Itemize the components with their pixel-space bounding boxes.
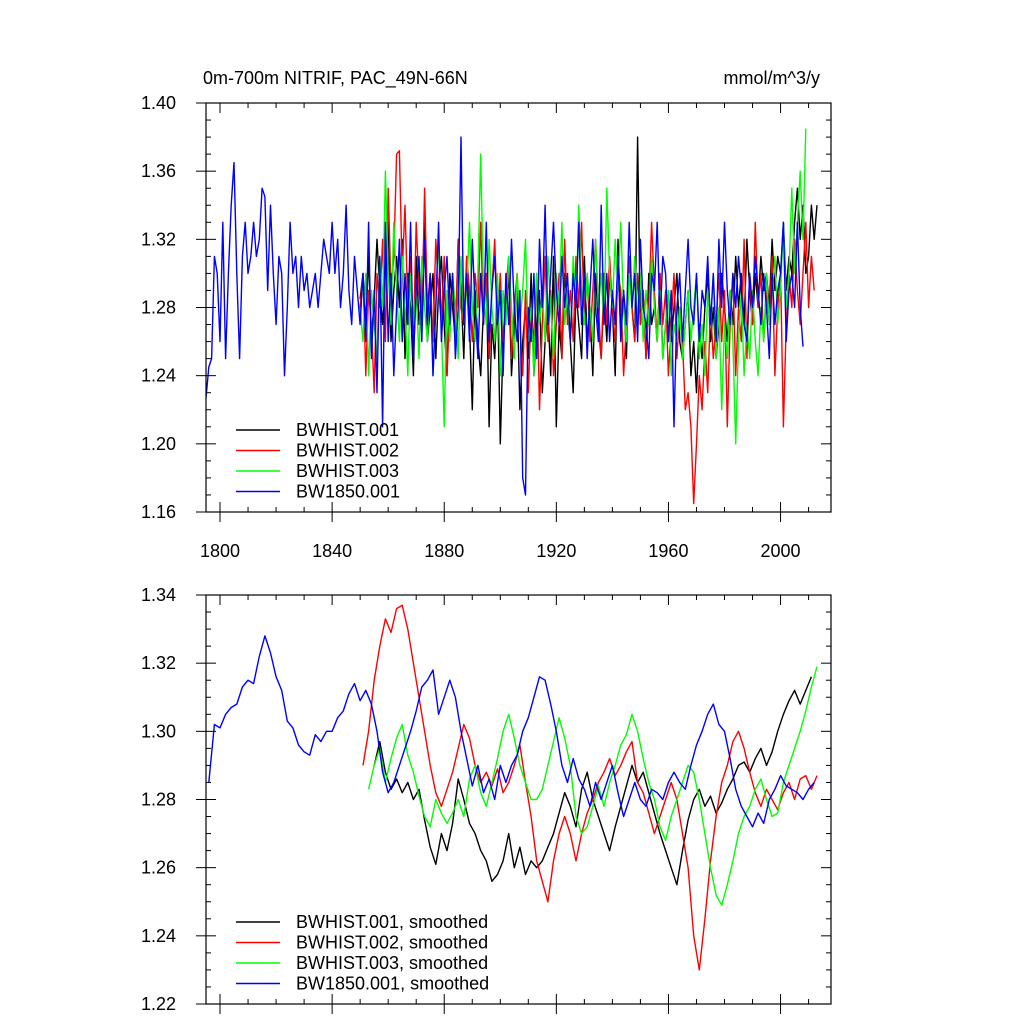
- top-y-tick-label: 1.36: [141, 161, 176, 181]
- bottom-series-line-3: [367, 666, 818, 906]
- bottom-y-tick-label: 1.28: [141, 790, 176, 810]
- chart-units: mmol/m^3/y: [724, 68, 820, 88]
- top-y-tick-label: 1.40: [141, 93, 176, 113]
- bottom-legend-label: BW1850.001, smoothed: [296, 974, 489, 994]
- top-series-line-4: [206, 136, 804, 496]
- bottom-series-line-1: [373, 676, 813, 886]
- bottom-y-tick-label: 1.24: [141, 926, 176, 946]
- bottom-panel: 1.22 1.24 1.26 1.28 1.30 1.32 1.34 BWHIST.001, …: [141, 585, 832, 1014]
- bottom-y-tick-label: 1.26: [141, 858, 176, 878]
- bottom-y-tick-label: 1.34: [141, 585, 176, 605]
- bottom-legend-label: BWHIST.002, smoothed: [296, 933, 488, 953]
- bottom-y-tick-label: 1.22: [141, 994, 176, 1014]
- bottom-legend-label: BWHIST.003, smoothed: [296, 953, 488, 973]
- top-x-tick-label: 2000: [761, 541, 801, 561]
- top-x-tick-label: 1800: [200, 541, 240, 561]
- bottom-series-line-4: [208, 635, 815, 828]
- top-y-tick-label: 1.28: [141, 298, 176, 318]
- top-legend-label: BWHIST.001: [296, 420, 399, 440]
- top-x-tick-label: 1920: [536, 541, 576, 561]
- top-y-tick-label: 1.24: [141, 366, 176, 386]
- top-legend-label: BWHIST.002: [296, 441, 399, 461]
- top-legend-label: BW1850.001: [296, 482, 400, 502]
- top-x-tick-label: 1960: [648, 541, 688, 561]
- top-panel: 1800 1840 1880 1920 1960 2000 1.16 1.20 1.24 1.28…: [141, 93, 832, 561]
- top-y-tick-label: 1.20: [141, 434, 176, 454]
- top-y-tick-label: 1.32: [141, 229, 176, 249]
- top-legend-label: BWHIST.003: [296, 461, 399, 481]
- top-y-tick-label: 1.16: [141, 502, 176, 522]
- top-x-tick-label: 1840: [312, 541, 352, 561]
- bottom-legend-label: BWHIST.001, smoothed: [296, 912, 488, 932]
- chart-title: 0m-700m NITRIF, PAC_49N-66N: [203, 68, 468, 89]
- bottom-y-tick-label: 1.32: [141, 653, 176, 673]
- top-x-tick-label: 1880: [424, 541, 464, 561]
- bottom-y-tick-label: 1.30: [141, 721, 176, 741]
